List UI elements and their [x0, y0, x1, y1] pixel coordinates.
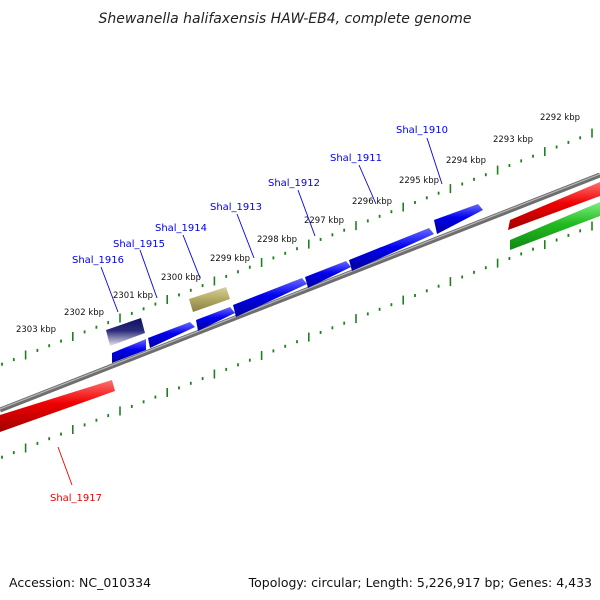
tick-label-2300: 2300 kbp: [161, 273, 201, 283]
misc-feature[interactable]: [189, 287, 230, 312]
gene-label-leader-shal-1917: [57, 446, 73, 486]
kbp-tick-tracks: [1, 128, 593, 459]
gene-labels: Shal_1910 Shal_1911 Shal_1912 Shal_1913 …: [50, 125, 448, 504]
kbp-tick-labels: 2292 kbp 2293 kbp 2294 kbp 2295 kbp 2296…: [16, 113, 580, 335]
highlight-feature[interactable]: [106, 318, 145, 346]
tick-label-2292: 2292 kbp: [540, 113, 580, 123]
gene-label-shal-1915[interactable]: Shal_1915: [113, 239, 165, 250]
tick-label-2294: 2294 kbp: [446, 156, 486, 166]
gene-shal-1912-arrow[interactable]: [305, 261, 351, 288]
gene-label-shal-1914[interactable]: Shal_1914: [155, 223, 207, 234]
tick-label-2299: 2299 kbp: [210, 254, 250, 264]
gene-label-shal-1913[interactable]: Shal_1913: [210, 202, 262, 213]
gene-label-shal-1912[interactable]: Shal_1912: [268, 178, 320, 189]
tick-label-2295: 2295 kbp: [399, 176, 439, 186]
tick-label-2297: 2297 kbp: [304, 216, 344, 226]
gene-shal-1913-arrow[interactable]: [233, 278, 307, 317]
tick-label-2296: 2296 kbp: [352, 197, 392, 207]
genome-backbone: [0, 172, 600, 413]
gene-shal-1914-arrow[interactable]: [196, 307, 235, 331]
tick-label-2293: 2293 kbp: [493, 135, 533, 145]
gene-shal-1917-bar[interactable]: [0, 380, 115, 432]
gene-reverse-right-bar[interactable]: [508, 182, 600, 230]
tick-label-2301: 2301 kbp: [113, 291, 153, 301]
forward-strand-features: [106, 204, 483, 363]
reverse-strand-features: [0, 182, 600, 432]
tick-label-2302: 2302 kbp: [64, 308, 104, 318]
gene-shal-1911-arrow[interactable]: [349, 228, 434, 271]
rna-feature-right-bar[interactable]: [510, 202, 600, 250]
accession-text: Accession: NC_010334: [9, 575, 152, 590]
gene-label-shal-1917[interactable]: Shal_1917: [50, 493, 102, 504]
tick-label-2298: 2298 kbp: [257, 235, 297, 245]
genome-summary-text: Topology: circular; Length: 5,226,917 bp…: [248, 575, 592, 590]
gene-shal-1910-arrow[interactable]: [434, 204, 483, 234]
map-title: Shewanella halifaxensis HAW-EB4, complet…: [98, 11, 471, 27]
gene-label-shal-1911[interactable]: Shal_1911: [330, 153, 382, 164]
gene-shal-1915-arrow[interactable]: [148, 322, 195, 348]
tick-label-2303: 2303 kbp: [16, 325, 56, 335]
gene-label-shal-1910[interactable]: Shal_1910: [396, 125, 448, 136]
gene-label-leaders: [100, 137, 443, 313]
gene-label-shal-1916[interactable]: Shal_1916: [72, 255, 124, 266]
gene-shal-1916-arrow[interactable]: [112, 339, 146, 363]
